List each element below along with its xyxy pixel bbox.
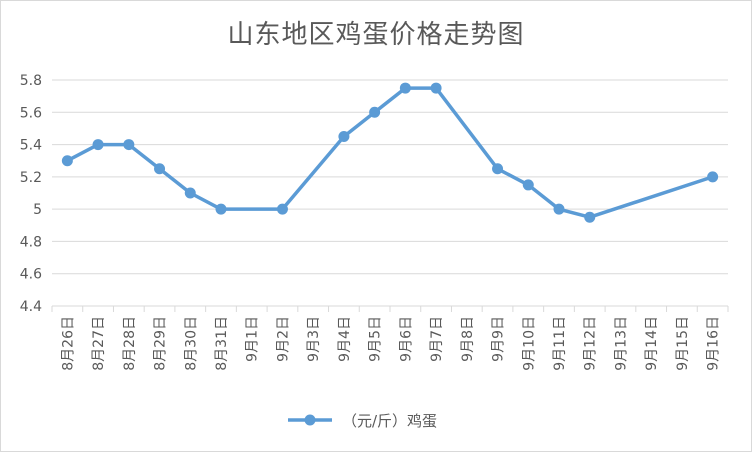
x-tick-label: 9月3日 xyxy=(306,316,322,362)
y-tick-label: 5.8 xyxy=(20,73,42,89)
data-point xyxy=(92,139,104,151)
data-point xyxy=(184,187,196,199)
y-tick-label: 5.4 xyxy=(20,138,42,154)
x-tick-label: 8月27日 xyxy=(91,316,107,371)
data-point xyxy=(154,163,166,175)
y-tick-label: 5.6 xyxy=(20,105,42,121)
y-tick-label: 4.8 xyxy=(20,234,42,250)
x-tick-label: 9月8日 xyxy=(460,316,476,362)
x-tick-label: 9月2日 xyxy=(275,316,291,362)
data-point xyxy=(369,106,381,118)
data-point xyxy=(430,82,442,94)
x-tick-label: 9月10日 xyxy=(521,316,537,371)
x-tick-label: 9月11日 xyxy=(552,316,568,371)
y-tick-label: 4.4 xyxy=(20,299,42,315)
data-point xyxy=(707,171,719,183)
y-tick-label: 5.2 xyxy=(20,170,42,186)
data-point xyxy=(276,203,288,215)
x-tick-label: 8月30日 xyxy=(183,316,199,371)
legend-marker xyxy=(304,414,316,426)
legend-label: （元/斤）鸡蛋 xyxy=(342,412,437,430)
x-tick-label: 9月16日 xyxy=(706,316,722,371)
x-tick-label: 8月29日 xyxy=(153,316,169,371)
x-tick-label: 9月9日 xyxy=(491,316,507,362)
data-point xyxy=(522,179,534,191)
x-tick-label: 8月31日 xyxy=(214,316,230,371)
x-tick-label: 9月6日 xyxy=(398,316,414,362)
chart-title: 山东地区鸡蛋价格走势图 xyxy=(227,20,525,50)
data-point xyxy=(492,163,504,175)
y-tick-label: 5 xyxy=(33,202,42,218)
x-tick-label: 9月13日 xyxy=(613,316,629,371)
data-point xyxy=(553,203,565,215)
x-tick-label: 9月1日 xyxy=(245,316,261,362)
data-point xyxy=(123,139,135,151)
y-tick-label: 4.6 xyxy=(20,267,42,283)
x-tick-label: 8月28日 xyxy=(122,316,138,371)
x-tick-label: 9月7日 xyxy=(429,316,445,362)
data-point xyxy=(399,82,411,94)
x-tick-label: 9月14日 xyxy=(644,316,660,371)
x-tick-label: 8月26日 xyxy=(60,316,76,371)
data-point xyxy=(584,211,596,223)
x-tick-label: 9月15日 xyxy=(675,316,691,371)
data-point xyxy=(338,131,350,142)
series-line xyxy=(65,86,715,219)
x-tick-label: 9月12日 xyxy=(583,316,599,371)
x-tick-label: 9月5日 xyxy=(368,316,384,362)
data-point xyxy=(61,155,73,167)
x-tick-label: 9月4日 xyxy=(337,316,353,362)
data-point xyxy=(215,203,227,215)
